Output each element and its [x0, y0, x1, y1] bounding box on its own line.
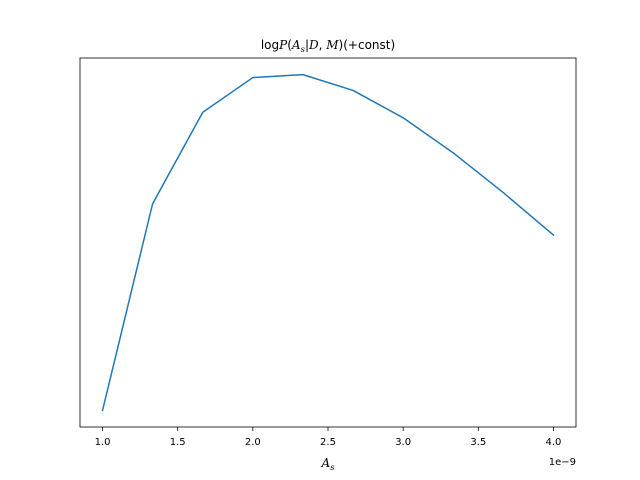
x-tick-label: 3.0 [395, 437, 411, 448]
plot-area [79, 57, 577, 428]
chart-title: logP(As|D, M)(+const) [261, 38, 395, 55]
x-axis: 1.0 1.5 2.0 2.5 3.0 3.5 4.0 [95, 427, 562, 448]
x-tick-label: 3.5 [470, 437, 486, 448]
x-tick-label: 1.5 [170, 437, 186, 448]
x-tick-label: 1.0 [95, 437, 111, 448]
x-tick-label: 2.5 [320, 437, 336, 448]
x-tick-label: 2.0 [245, 437, 261, 448]
series-line [101, 73, 555, 412]
x-tick-label: 4.0 [546, 437, 562, 448]
x-axis-offset-text: 1e−9 [549, 457, 576, 468]
x-axis-label: As [320, 456, 335, 473]
